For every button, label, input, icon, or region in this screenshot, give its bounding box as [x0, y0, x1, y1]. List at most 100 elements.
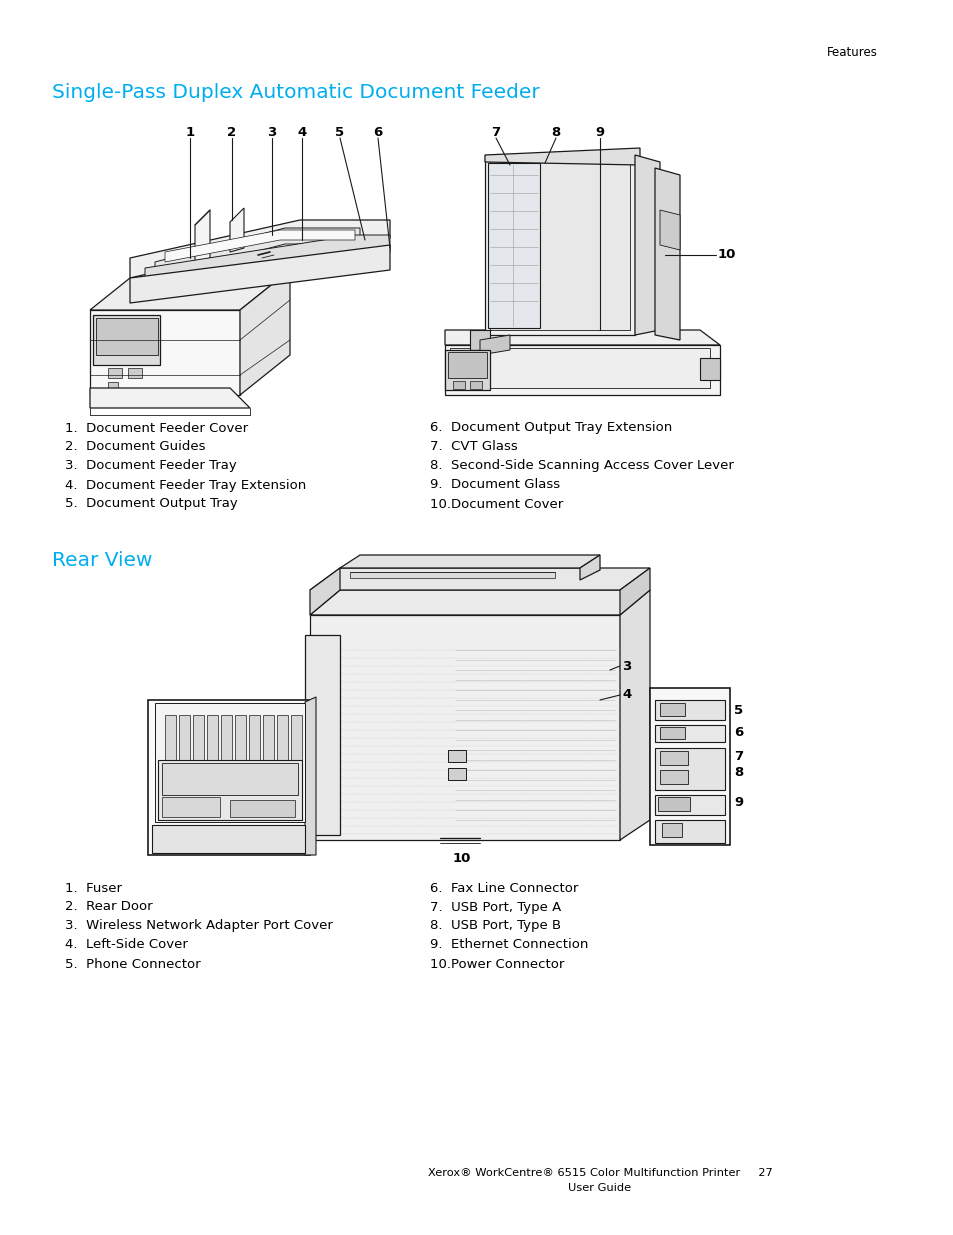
- Text: 9: 9: [595, 126, 604, 140]
- Text: 7.  USB Port, Type A: 7. USB Port, Type A: [430, 900, 560, 914]
- Text: 8: 8: [551, 126, 560, 140]
- Polygon shape: [649, 688, 729, 845]
- Text: 4: 4: [297, 126, 306, 140]
- Polygon shape: [90, 270, 290, 310]
- Text: 6.  Document Output Tray Extension: 6. Document Output Tray Extension: [430, 421, 672, 435]
- Text: 10.Power Connector: 10.Power Connector: [430, 957, 564, 971]
- Text: 6.  Fax Line Connector: 6. Fax Line Connector: [430, 882, 578, 894]
- Text: 8: 8: [733, 767, 742, 779]
- Polygon shape: [130, 220, 390, 278]
- Polygon shape: [490, 161, 629, 330]
- Text: 4.  Document Feeder Tray Extension: 4. Document Feeder Tray Extension: [65, 478, 306, 492]
- Polygon shape: [249, 715, 260, 760]
- Polygon shape: [661, 823, 681, 837]
- Polygon shape: [448, 750, 465, 762]
- Polygon shape: [291, 715, 302, 760]
- Polygon shape: [158, 760, 302, 820]
- Polygon shape: [92, 315, 160, 366]
- Polygon shape: [276, 715, 288, 760]
- Text: 4: 4: [621, 688, 631, 701]
- Text: 7: 7: [733, 750, 742, 762]
- Polygon shape: [145, 235, 390, 285]
- Text: Features: Features: [826, 46, 877, 58]
- Text: 10.Document Cover: 10.Document Cover: [430, 498, 562, 510]
- Polygon shape: [130, 245, 390, 303]
- Polygon shape: [350, 572, 555, 578]
- Text: 9.  Document Glass: 9. Document Glass: [430, 478, 559, 492]
- Text: 10: 10: [718, 248, 736, 262]
- Polygon shape: [658, 797, 689, 811]
- Polygon shape: [128, 368, 142, 378]
- Polygon shape: [310, 568, 649, 590]
- Polygon shape: [108, 382, 118, 390]
- Polygon shape: [310, 590, 649, 615]
- Text: 5.  Document Output Tray: 5. Document Output Tray: [65, 498, 237, 510]
- Polygon shape: [659, 751, 687, 764]
- Polygon shape: [152, 825, 305, 853]
- Polygon shape: [655, 748, 724, 790]
- Polygon shape: [635, 156, 659, 335]
- Polygon shape: [619, 590, 649, 840]
- Polygon shape: [655, 700, 724, 720]
- Text: 6: 6: [733, 726, 742, 740]
- Text: User Guide: User Guide: [568, 1183, 631, 1193]
- Polygon shape: [162, 797, 220, 818]
- Text: 9: 9: [733, 795, 742, 809]
- Polygon shape: [179, 715, 190, 760]
- Text: 8.  Second-Side Scanning Access Cover Lever: 8. Second-Side Scanning Access Cover Lev…: [430, 459, 733, 473]
- Polygon shape: [659, 210, 679, 249]
- Polygon shape: [444, 350, 490, 390]
- Text: 5: 5: [733, 704, 742, 716]
- Polygon shape: [310, 568, 339, 615]
- Text: 4.  Left-Side Cover: 4. Left-Side Cover: [65, 939, 188, 951]
- Text: 5: 5: [335, 126, 344, 140]
- Text: 10: 10: [453, 851, 471, 864]
- Polygon shape: [659, 769, 687, 784]
- Polygon shape: [108, 368, 122, 378]
- Polygon shape: [484, 148, 639, 165]
- Polygon shape: [655, 168, 679, 340]
- Text: 1.  Document Feeder Cover: 1. Document Feeder Cover: [65, 421, 248, 435]
- Polygon shape: [448, 352, 486, 378]
- Text: 9.  Ethernet Connection: 9. Ethernet Connection: [430, 939, 588, 951]
- Text: 1: 1: [185, 126, 194, 140]
- Polygon shape: [488, 163, 539, 329]
- Polygon shape: [659, 703, 684, 716]
- Polygon shape: [655, 795, 724, 815]
- Polygon shape: [96, 317, 158, 354]
- Polygon shape: [207, 715, 218, 760]
- Polygon shape: [470, 330, 490, 350]
- Polygon shape: [221, 715, 232, 760]
- Polygon shape: [448, 768, 465, 781]
- Polygon shape: [450, 630, 619, 835]
- Polygon shape: [308, 640, 330, 720]
- Text: 3.  Wireless Network Adapter Port Cover: 3. Wireless Network Adapter Port Cover: [65, 920, 333, 932]
- Polygon shape: [263, 715, 274, 760]
- Text: 3: 3: [621, 659, 631, 673]
- Text: Single-Pass Duplex Automatic Document Feeder: Single-Pass Duplex Automatic Document Fe…: [52, 84, 539, 103]
- Polygon shape: [450, 348, 709, 388]
- Polygon shape: [484, 156, 635, 335]
- Polygon shape: [305, 635, 339, 835]
- Polygon shape: [154, 228, 359, 278]
- Polygon shape: [619, 568, 649, 615]
- Polygon shape: [165, 230, 355, 262]
- Polygon shape: [154, 703, 305, 823]
- Polygon shape: [90, 310, 240, 395]
- Text: 7: 7: [491, 126, 500, 140]
- Polygon shape: [444, 345, 720, 395]
- Polygon shape: [194, 210, 210, 262]
- Text: 7.  CVT Glass: 7. CVT Glass: [430, 441, 517, 453]
- Text: 2.  Rear Door: 2. Rear Door: [65, 900, 152, 914]
- Polygon shape: [230, 207, 244, 252]
- Polygon shape: [655, 725, 724, 742]
- Polygon shape: [700, 358, 720, 380]
- Text: 2: 2: [227, 126, 236, 140]
- Polygon shape: [162, 763, 297, 795]
- Text: 2: 2: [292, 711, 301, 725]
- Polygon shape: [230, 800, 294, 818]
- Text: 5.  Phone Connector: 5. Phone Connector: [65, 957, 200, 971]
- Polygon shape: [90, 388, 250, 408]
- Text: 6: 6: [373, 126, 382, 140]
- Text: 2.  Document Guides: 2. Document Guides: [65, 441, 205, 453]
